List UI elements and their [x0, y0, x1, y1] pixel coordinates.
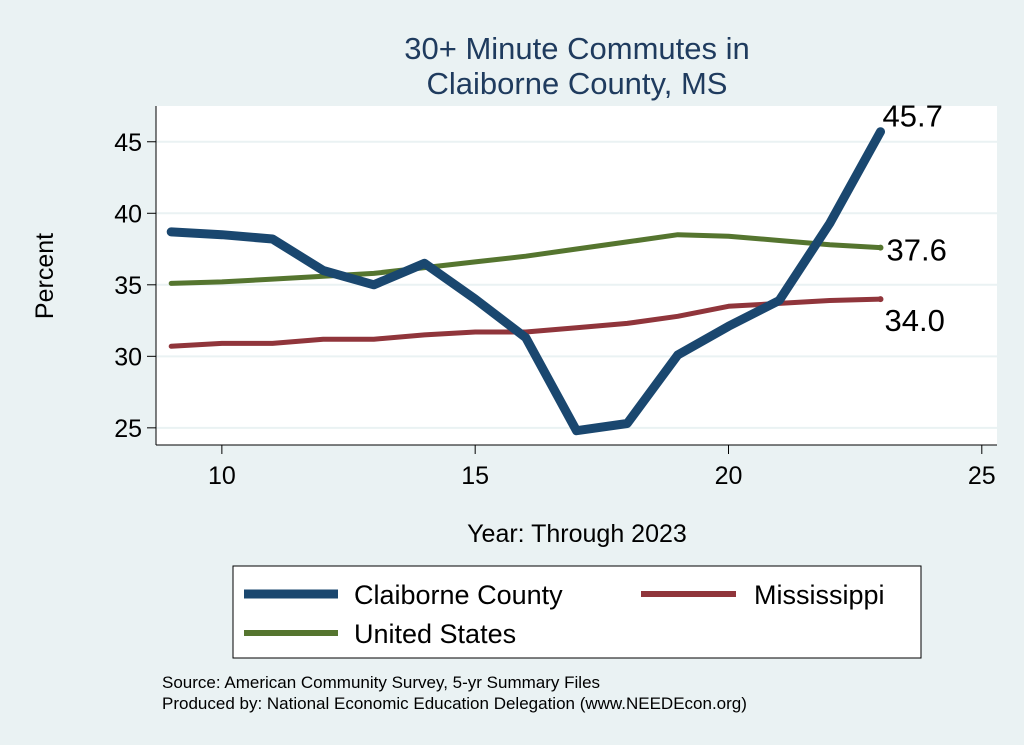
chart-title-line-1: 30+ Minute Commutes in — [404, 31, 749, 66]
chart-title-line-2: Claiborne County, MS — [427, 66, 728, 101]
x-tick-label-10: 10 — [208, 462, 236, 490]
end-label-mississippi: 34.0 — [884, 303, 944, 338]
legend-box — [232, 565, 922, 659]
produced-by-note: Produced by: National Economic Education… — [162, 694, 747, 713]
y-tick-label-35: 35 — [114, 272, 142, 300]
y-axis-title: Percent — [31, 233, 59, 319]
x-tick-label-15: 15 — [461, 462, 489, 490]
end-point-claiborne-county — [877, 128, 884, 135]
legend-label-mississippi: Mississippi — [754, 580, 885, 610]
series-line-united-states — [168, 232, 883, 286]
legend-label-united-states: United States — [354, 619, 516, 649]
y-tick-label-40: 40 — [114, 200, 142, 228]
x-axis-title: Year: Through 2023 — [467, 520, 687, 548]
y-tick-label-30: 30 — [114, 343, 142, 371]
end-point-united-states — [877, 244, 884, 251]
legend: Claiborne County Mississippi United Stat… — [232, 565, 922, 659]
legend-label-claiborne-county: Claiborne County — [354, 580, 563, 610]
end-point-mississippi — [877, 296, 884, 303]
end-label-united-states: 37.6 — [886, 233, 946, 268]
source-note: Source: American Community Survey, 5-yr … — [162, 673, 600, 692]
y-tick-label-45: 45 — [114, 129, 142, 157]
x-tick-label-20: 20 — [715, 462, 743, 490]
x-tick-label-25: 25 — [968, 462, 996, 490]
series-line-claiborne-county — [166, 127, 885, 436]
y-tick-label-25: 25 — [114, 415, 142, 443]
end-label-claiborne-county: 45.7 — [882, 99, 942, 134]
